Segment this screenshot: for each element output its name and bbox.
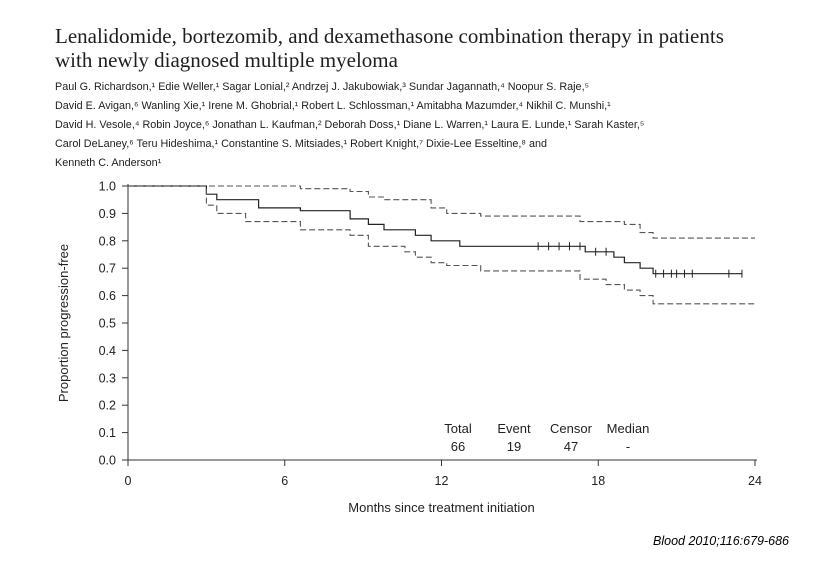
lower-ci-line [128,185,755,305]
y-tick-label: 0.7 [99,262,116,276]
author-line: Kenneth C. Anderson¹ [55,157,162,169]
x-axis-title: Months since treatment initiation [348,500,534,515]
table-header: Event [497,421,531,436]
citation: Blood 2010;116:679-686 [653,534,789,548]
table-header: Censor [550,421,593,436]
title-line-1: Lenalidomide, bortezomib, and dexamethas… [55,24,724,48]
x-tick-label: 18 [591,474,605,488]
author-line: David H. Vesole,⁴ Robin Joyce,⁶ Jonathan… [55,119,645,131]
table-header: Total [444,421,472,436]
summary-table: Total Event Censor Median 66 19 47 - [444,421,649,454]
table-value: - [626,439,630,454]
table-value: 66 [451,439,465,454]
table-header: Median [607,421,650,436]
y-tick-label: 0.9 [99,207,116,221]
author-line: Carol DeLaney,⁶ Teru Hideshima,¹ Constan… [55,138,548,150]
author-list: Paul G. Richardson,¹ Edie Weller,¹ Sagar… [55,78,795,173]
upper-ci-line [128,185,755,239]
y-tick-label: 0.5 [99,317,116,331]
table-value: 47 [564,439,578,454]
chart-axes: 0.0 0.1 0.2 0.3 0.4 0.5 0.6 0.7 0.8 0.9 1.0 0 6 12 18 2… [56,180,762,516]
y-tick-label: 0.6 [99,289,116,303]
x-tick-label: 24 [748,474,762,488]
x-tick-label: 12 [435,474,449,488]
table-value: 19 [507,439,521,454]
y-tick-label: 0.1 [99,426,116,440]
y-tick-label: 0.2 [99,399,116,413]
y-axis-title: Proportion progression-free [56,244,71,402]
chart-curves [128,185,755,305]
y-tick-label: 1.0 [99,180,116,194]
author-line: David E. Avigan,⁶ Wanling Xie,¹ Irene M.… [55,100,611,112]
author-line: Paul G. Richardson,¹ Edie Weller,¹ Sagar… [55,81,590,93]
x-tick-label: 0 [125,474,132,488]
y-tick-label: 0.3 [99,371,116,385]
title-line-2: with newly diagnosed multiple myeloma [55,48,398,72]
survival-line [128,185,742,275]
x-tick-label: 6 [281,474,288,488]
y-tick-label: 0.0 [99,454,116,468]
paper-title: Lenalidomide, bortezomib, and dexamethas… [55,24,795,72]
y-tick-label: 0.4 [99,344,116,358]
y-tick-label: 0.8 [99,234,116,248]
